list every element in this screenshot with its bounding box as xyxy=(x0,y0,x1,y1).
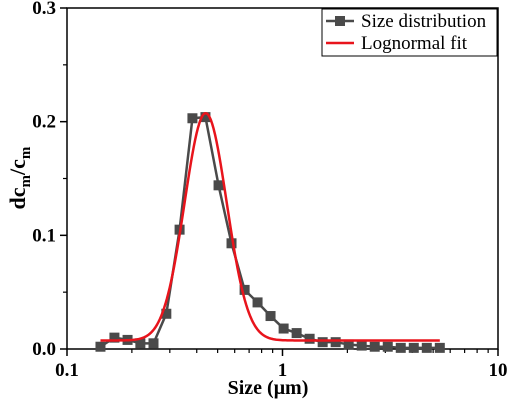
y-axis-title: dcm/cm xyxy=(5,146,34,209)
legend-marker-size-distribution xyxy=(335,16,345,26)
size-distribution-point xyxy=(135,338,146,349)
lognormal-fit-curve xyxy=(100,111,440,342)
y-tick-label: 0.3 xyxy=(32,0,56,19)
size-distribution-point xyxy=(252,297,263,308)
y-tick-label: 0.2 xyxy=(32,112,56,133)
legend-label-lognormal-fit: Lognormal fit xyxy=(361,33,468,54)
size-distribution-point xyxy=(148,338,159,349)
x-tick-label: 10 xyxy=(489,360,508,381)
axis-ticks xyxy=(60,7,499,356)
x-axis-title: Size (μm) xyxy=(228,377,309,399)
y-axis-title-sub2: m xyxy=(18,146,34,159)
size-distribution-point xyxy=(369,341,380,352)
size-distribution-point xyxy=(95,341,106,352)
y-axis-title-sub1: m xyxy=(18,174,34,187)
size-distribution-point xyxy=(343,339,354,350)
size-distribution-point xyxy=(213,180,224,191)
series-layer xyxy=(95,111,445,353)
axis-tick-labels: 0.00.10.20.30.1 1 10 xyxy=(32,0,507,381)
size-distribution-point xyxy=(265,311,276,322)
size-distribution-point xyxy=(109,332,120,343)
size-distribution-point xyxy=(356,340,367,351)
x-tick-label: 1 xyxy=(278,360,288,381)
size-distribution-point xyxy=(304,333,315,344)
y-axis-title-main: dc xyxy=(5,187,30,209)
size-distribution-point xyxy=(226,238,237,249)
size-distribution-point xyxy=(408,342,419,353)
plot-frame xyxy=(66,7,499,350)
size-distribution-point xyxy=(382,341,393,352)
size-distribution-point xyxy=(421,342,432,353)
size-distribution-point xyxy=(161,308,172,319)
size-distribution-point xyxy=(434,342,445,353)
size-distribution-point xyxy=(200,112,211,123)
y-tick-label: 0.0 xyxy=(32,339,56,360)
size-distribution-point xyxy=(291,328,302,339)
legend: Size distribution Lognormal fit xyxy=(321,8,498,57)
size-distribution-point xyxy=(395,342,406,353)
size-distribution-point xyxy=(278,323,289,334)
size-distribution-point xyxy=(330,337,341,348)
legend-box xyxy=(321,8,498,57)
y-tick-label: 0.1 xyxy=(32,225,56,246)
size-distribution-point xyxy=(239,284,250,295)
legend-label-size-distribution: Size distribution xyxy=(361,11,487,32)
x-tick-label: 0.1 xyxy=(55,360,79,381)
size-distribution-point xyxy=(187,113,198,124)
size-distribution-point xyxy=(317,337,328,348)
y-axis-title-mid: /c xyxy=(5,159,30,176)
